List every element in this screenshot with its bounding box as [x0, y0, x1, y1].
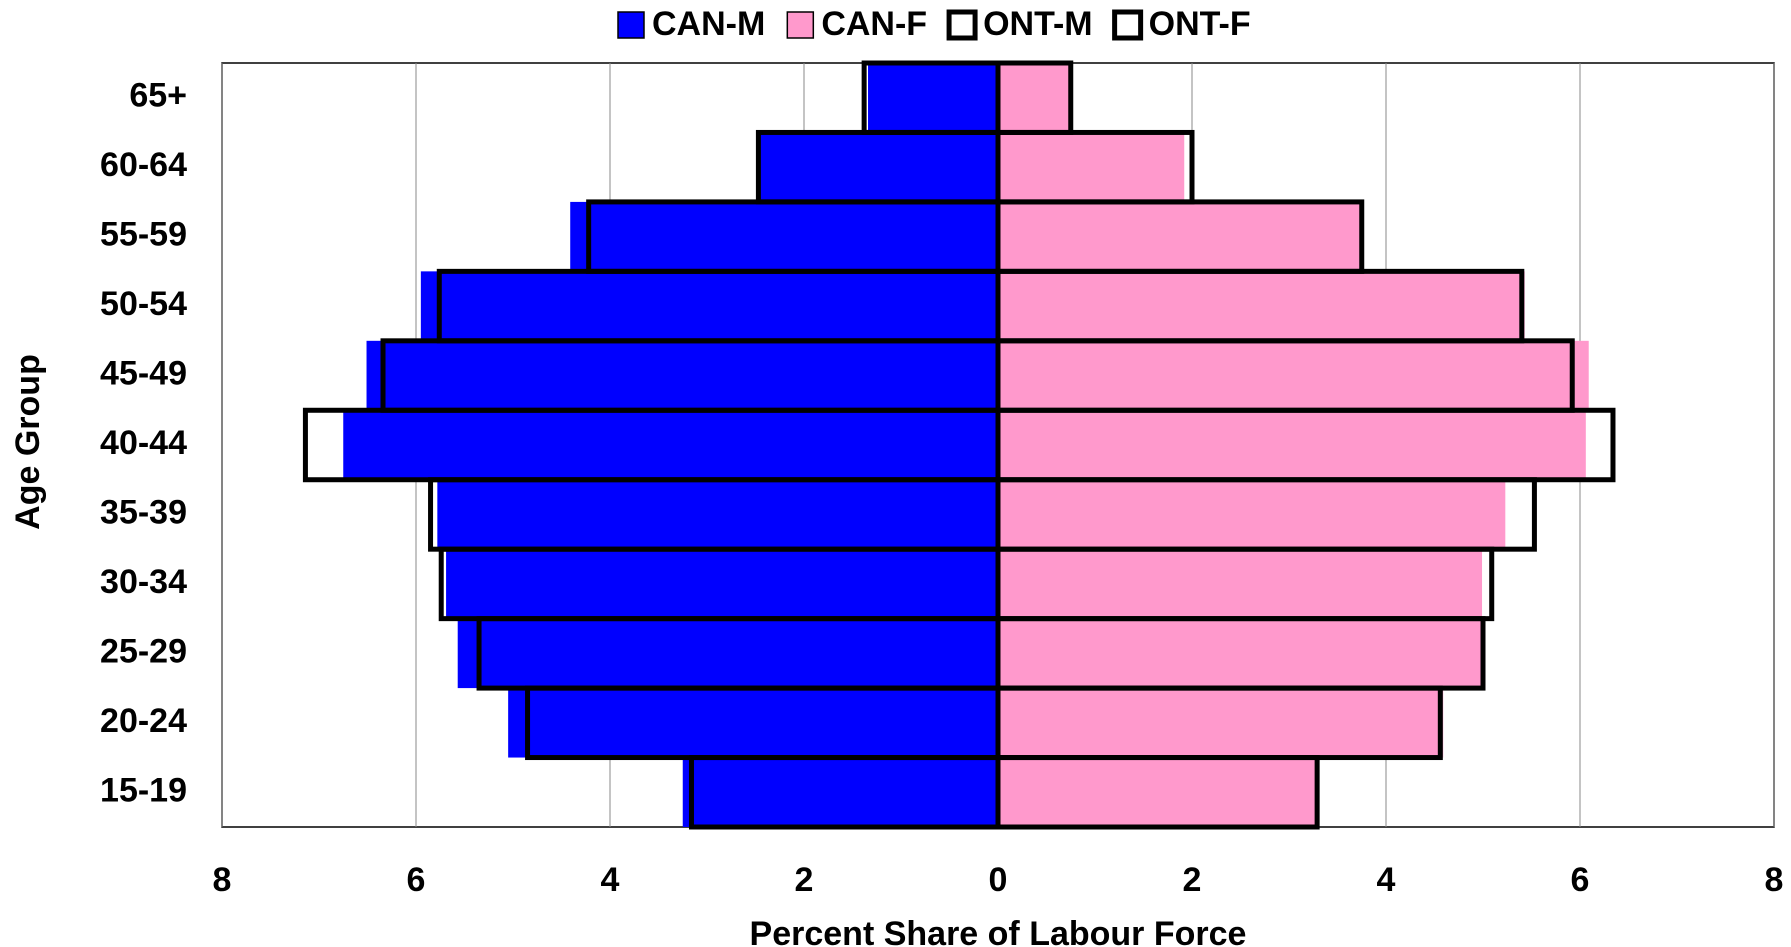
y-tick-label: 35-39 [100, 493, 187, 531]
bar [998, 688, 1444, 758]
x-axis-title: Percent Share of Labour Force [750, 915, 1247, 947]
bar [998, 479, 1506, 550]
bar [682, 757, 998, 827]
y-tick-label: 45-49 [100, 355, 187, 393]
bar [570, 201, 998, 272]
y-tick-label: 25-29 [100, 632, 187, 670]
bar [995, 60, 1074, 135]
legend-swatch [1112, 9, 1144, 41]
x-tick-label: 4 [601, 861, 620, 899]
x-tick-label: 6 [1571, 861, 1590, 899]
y-tick-label: 15-19 [100, 771, 187, 809]
bar [343, 410, 998, 480]
x-tick-label: 2 [1183, 861, 1202, 899]
y-tick-label: 50-54 [100, 285, 187, 323]
bar [998, 271, 1525, 341]
legend-label: ONT-F [1149, 5, 1251, 43]
legend-swatch [946, 9, 978, 41]
legend-label: CAN-M [652, 5, 765, 43]
x-tick-label: 6 [407, 861, 426, 899]
bar [998, 63, 1069, 133]
x-tick-label: 0 [989, 861, 1008, 899]
y-tick-label: 20-24 [100, 702, 187, 740]
x-tick-label: 8 [1765, 861, 1784, 899]
x-tick-label: 2 [795, 861, 814, 899]
bar [420, 271, 999, 341]
bar [759, 132, 998, 202]
bar [457, 618, 999, 689]
legend-swatch [617, 11, 645, 39]
bar [998, 549, 1483, 619]
bar [998, 201, 1362, 272]
bar [995, 129, 1195, 205]
legend-label: CAN-F [821, 5, 927, 43]
bar [998, 132, 1185, 202]
y-tick-label: 30-34 [100, 563, 187, 601]
y-tick-label: 65+ [129, 77, 187, 115]
bar [508, 688, 998, 758]
y-tick-label: 40-44 [100, 424, 187, 462]
bar [998, 340, 1589, 411]
bar [366, 340, 998, 411]
bar [998, 757, 1317, 827]
legend-swatch [786, 11, 815, 39]
y-tick-label: 55-59 [100, 216, 187, 254]
x-tick-label: 8 [213, 861, 232, 899]
bar [998, 618, 1483, 689]
y-tick-label: 60-64 [100, 146, 187, 184]
x-tick-label: 4 [1377, 861, 1396, 899]
bar [437, 479, 999, 550]
bar [868, 63, 998, 133]
bar [446, 549, 998, 619]
bar [998, 410, 1586, 480]
y-axis-title: Age Group [9, 354, 47, 530]
legend-label: ONT-M [983, 5, 1093, 43]
